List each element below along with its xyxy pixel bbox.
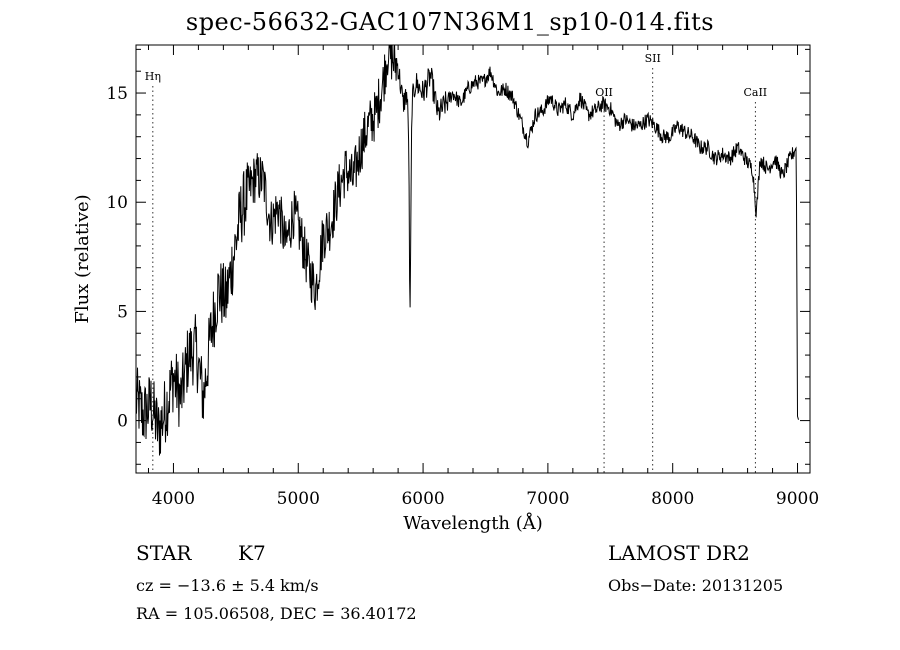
marker-label: CaII — [743, 86, 767, 99]
spectrum-series-line — [135, 44, 799, 456]
x-tick-label: 9000 — [776, 489, 819, 509]
x-axis-label: Wavelength (Å) — [403, 512, 543, 534]
y-tick-label: 0 — [117, 412, 128, 432]
axis-ticks — [136, 45, 810, 473]
x-tick-label: 7000 — [526, 489, 569, 509]
y-tick-label: 5 — [117, 302, 128, 322]
chart-title: spec-56632-GAC107N36M1_sp10-014.fits — [185, 8, 715, 36]
x-tick-label: 5000 — [277, 489, 320, 509]
object-class: STAR — [136, 541, 192, 565]
marker-label: SII — [645, 52, 661, 65]
marker-lines: Hη OII SII CaII — [145, 52, 767, 473]
survey-label: LAMOST DR2 — [608, 541, 750, 565]
y-tick-label: 10 — [106, 193, 128, 213]
y-axis-label: Flux (relative) — [72, 194, 93, 323]
x-tick-label: 8000 — [651, 489, 694, 509]
axis-labels: 4000 5000 6000 7000 8000 9000 0 5 10 15 Wavelength… — [72, 84, 819, 534]
coordinates-text: RA = 105.06508, DEC = 36.40172 — [136, 604, 417, 623]
object-subclass: K7 — [238, 541, 266, 565]
redshift-text: cz = −13.6 ± 5.4 km/s — [136, 576, 319, 595]
x-tick-label: 6000 — [401, 489, 444, 509]
obs-date-text: Obs−Date: 20131205 — [608, 576, 784, 595]
x-tick-label: 4000 — [152, 489, 195, 509]
plot-frame — [135, 44, 811, 474]
y-tick-label: 15 — [106, 84, 128, 104]
marker-label: OII — [595, 86, 613, 99]
marker-label: Hη — [145, 70, 161, 83]
